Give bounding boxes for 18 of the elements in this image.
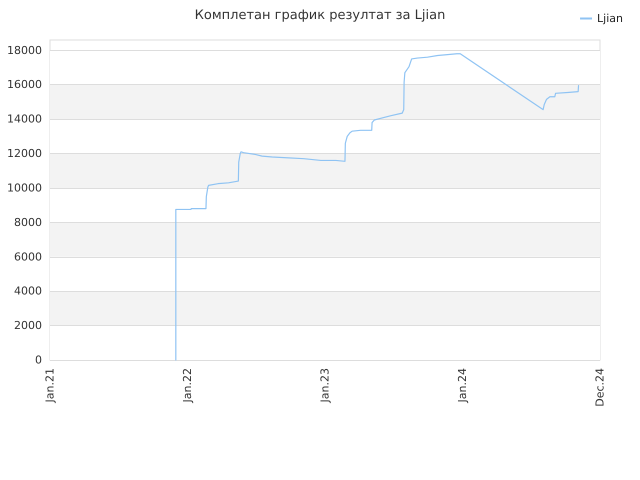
y-tick-label: 8000 (14, 216, 42, 229)
y-tick-label: 18000 (7, 44, 42, 57)
y-tick-label: 2000 (14, 319, 42, 332)
x-tick-label: Jan.21 (44, 368, 56, 404)
y-tick-label: 6000 (14, 250, 42, 264)
legend-label: Ljian (597, 12, 624, 25)
y-tick-label: 10000 (7, 181, 42, 194)
y-tick-label: 0 (35, 354, 42, 366)
y-tick-label: 16000 (7, 78, 42, 92)
chart-title: Комплетан график резултат за Ljian (194, 8, 446, 23)
y-tick-label: 12000 (7, 147, 42, 160)
x-tick-label: Dec.24 (594, 368, 606, 407)
x-tick-label: Jan.24 (456, 368, 469, 404)
y-tick-label: 14000 (7, 112, 42, 126)
line-series (175, 53, 580, 361)
y-tick-label: 4000 (14, 284, 42, 298)
x-tick-label: Jan.23 (318, 368, 332, 404)
x-tick-label: Jan.22 (181, 368, 194, 404)
